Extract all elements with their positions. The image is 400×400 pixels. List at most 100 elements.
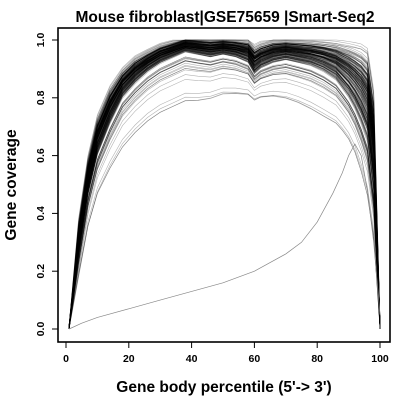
x-tick-label: 60	[249, 353, 261, 365]
coverage-curve	[68, 56, 381, 328]
coverage-curve	[68, 44, 381, 327]
coverage-curve	[68, 43, 381, 329]
coverage-curve	[68, 41, 381, 329]
coverage-curve	[68, 45, 381, 330]
coverage-curve	[68, 42, 381, 326]
coverage-curve	[68, 51, 381, 330]
coverage-curve	[68, 60, 381, 330]
coverage-curve	[68, 42, 381, 326]
coverage-curve	[68, 46, 381, 328]
coverage-curve	[68, 43, 381, 328]
coverage-curve	[68, 41, 381, 325]
coverage-curve	[68, 45, 381, 330]
coverage-curve	[68, 44, 381, 330]
coverage-curve	[68, 44, 381, 329]
chart-title: Mouse fibroblast|GSE75659 |Smart-Seq2	[76, 9, 375, 26]
coverage-curve	[68, 41, 381, 327]
coverage-curve	[68, 45, 381, 327]
coverage-curve	[68, 48, 381, 330]
coverage-curve	[68, 57, 381, 329]
coverage-curve	[68, 49, 381, 330]
coverage-curves	[68, 39, 381, 330]
coverage-curve	[68, 47, 381, 330]
coverage-curve	[68, 44, 381, 329]
coverage-curve	[68, 91, 381, 330]
coverage-curve	[68, 47, 381, 330]
coverage-curve	[68, 49, 381, 330]
coverage-curve	[68, 39, 381, 327]
coverage-curve	[68, 92, 381, 327]
coverage-curve	[68, 44, 381, 330]
coverage-curve	[68, 47, 381, 330]
coverage-curve	[68, 44, 381, 328]
coverage-curve	[68, 46, 381, 330]
y-tick-label: 0.2	[35, 264, 47, 279]
coverage-curve	[68, 43, 381, 329]
x-axis-label: Gene body percentile (5'-> 3')	[116, 379, 331, 396]
coverage-curve	[68, 48, 381, 330]
coverage-curve	[68, 67, 381, 330]
coverage-curve	[68, 62, 381, 330]
coverage-curve	[68, 73, 381, 330]
y-axis-label: Gene coverage	[3, 129, 20, 241]
coverage-curve	[68, 65, 381, 330]
coverage-curve	[68, 46, 381, 330]
coverage-curve	[68, 60, 381, 330]
coverage-curve	[68, 45, 381, 330]
coverage-curve	[68, 40, 381, 328]
coverage-curve	[68, 42, 381, 325]
coverage-curve	[68, 50, 381, 330]
coverage-curve	[68, 48, 381, 330]
coverage-curve	[68, 43, 381, 328]
coverage-curve	[68, 45, 381, 329]
coverage-curve	[68, 51, 381, 330]
coverage-curve	[68, 39, 381, 325]
coverage-curve	[68, 41, 381, 328]
coverage-curve	[68, 41, 381, 328]
coverage-curve	[68, 46, 381, 330]
coverage-curve	[68, 39, 381, 326]
coverage-curve	[68, 48, 381, 330]
x-tick-label: 80	[311, 353, 323, 365]
coverage-curve	[68, 42, 381, 328]
coverage-curve	[68, 60, 381, 326]
coverage-curve	[68, 41, 381, 328]
coverage-curve	[68, 42, 381, 328]
coverage-curve	[68, 67, 381, 330]
x-tick-label: 100	[371, 353, 389, 365]
coverage-curve	[68, 42, 381, 328]
coverage-curve	[68, 48, 381, 330]
coverage-curve	[68, 42, 381, 328]
coverage-curve	[68, 42, 381, 329]
coverage-curve	[68, 43, 381, 329]
y-tick-label: 1.0	[35, 33, 47, 48]
coverage-curve	[68, 39, 381, 325]
coverage-curve	[68, 39, 381, 328]
coverage-curve	[68, 47, 381, 330]
coverage-curve	[68, 43, 381, 329]
coverage-curve	[68, 39, 381, 325]
coverage-curve	[68, 42, 381, 328]
coverage-curve	[68, 50, 381, 330]
coverage-curve	[68, 40, 381, 327]
coverage-curve	[68, 43, 381, 329]
coverage-curve	[68, 40, 381, 327]
coverage-curve	[68, 43, 381, 329]
coverage-curve	[68, 47, 381, 330]
coverage-curve	[68, 49, 381, 330]
coverage-curve	[68, 47, 381, 330]
coverage-curve	[68, 47, 381, 330]
coverage-curve	[68, 51, 381, 330]
y-tick-label: 0.0	[35, 322, 47, 337]
coverage-curve	[68, 49, 381, 326]
coverage-curve	[68, 39, 381, 326]
coverage-curve	[68, 46, 381, 328]
coverage-curve	[68, 46, 381, 330]
coverage-curve	[68, 44, 381, 330]
coverage-curve	[68, 39, 381, 326]
coverage-curve	[68, 45, 381, 330]
coverage-curve	[68, 45, 381, 328]
coverage-curve	[68, 47, 381, 330]
coverage-curve	[68, 40, 381, 327]
